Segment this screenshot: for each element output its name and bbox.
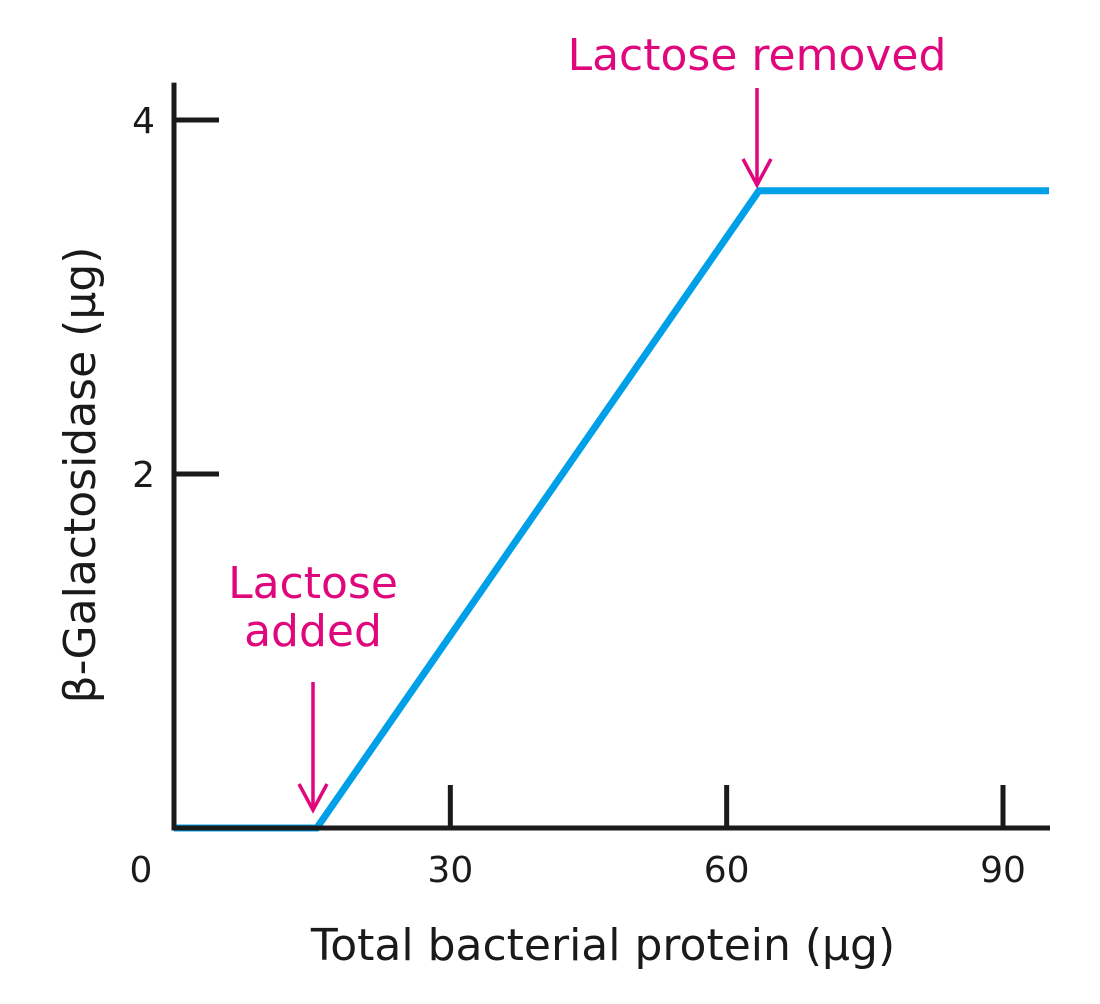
y-tick-label-4: 4 (132, 101, 155, 142)
annotation-arrow-head-1 (741, 158, 773, 189)
annotation-arrow-head-0 (297, 783, 329, 814)
x-tick-label-60: 60 (704, 850, 750, 891)
y-tick-label-2: 2 (132, 455, 155, 496)
x-tick-label-90: 90 (980, 850, 1026, 891)
x-axis-title: Total bacterial protein (μg) (310, 920, 895, 971)
annotation-0-line-1: added (244, 606, 382, 657)
y-axis-title: β-Galactosidase (μg) (55, 247, 106, 704)
series-line-0 (174, 187, 1050, 832)
annotation-0-line-0: Lactose (228, 558, 398, 609)
annotation-1-line-0: Lactose removed (568, 30, 947, 81)
x-tick-label-0: 0 (130, 850, 153, 891)
x-tick-label-30: 30 (427, 850, 473, 891)
